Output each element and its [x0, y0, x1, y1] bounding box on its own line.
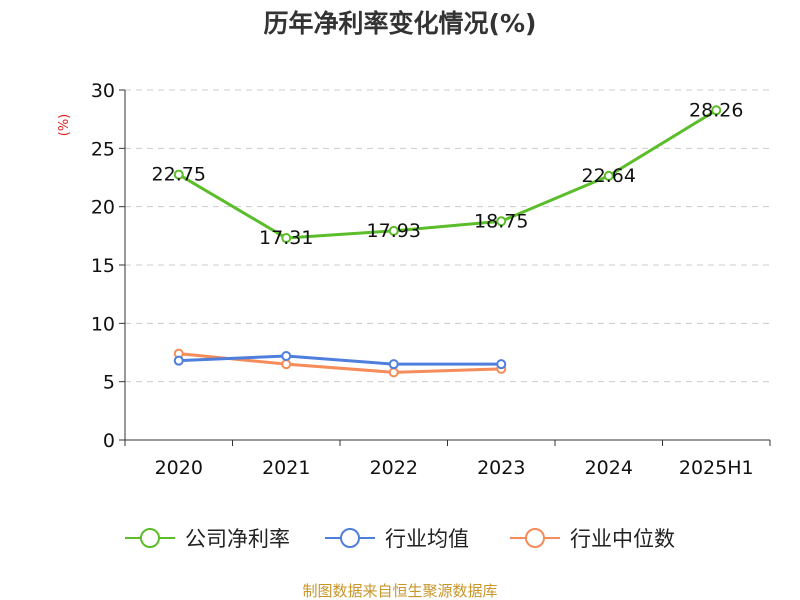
x-tick-label-2024: 2024 — [585, 457, 633, 479]
data-point-0-0 — [173, 169, 184, 180]
y-axis-unit-label: (%) — [57, 114, 72, 137]
axis-layer: 0 5 10 15 20 25 30 2020 2021 2022 2023 2024 2025H1 — [91, 80, 771, 479]
x-tick-label-2021: 2021 — [262, 457, 310, 479]
legend-label-0: 公司净利率 — [185, 527, 290, 551]
series-line-1 — [178, 354, 502, 366]
series-line-0 — [177, 109, 718, 240]
legend-swatch-marker-2 — [525, 528, 545, 548]
chart-title: 历年净利率变化情况(%) — [264, 9, 537, 38]
data-point-1-1 — [281, 351, 292, 361]
series-1 — [173, 351, 507, 370]
data-point-0-2 — [388, 225, 399, 236]
y-tick-label-5: 5 — [103, 372, 115, 394]
data-point-2-2 — [388, 367, 399, 378]
data-label-0-2: 17.93 — [367, 220, 421, 242]
data-label-0-0: 22.75 — [152, 164, 206, 186]
legend-item-0[interactable]: 公司净利率 — [125, 527, 290, 551]
data-point-0-3 — [496, 216, 507, 227]
x-tick-label-2022: 2022 — [370, 457, 418, 479]
source-note: 制图数据来自恒生聚源数据库 — [302, 582, 497, 600]
legend-swatch-marker-1 — [340, 528, 360, 548]
y-tick-label-15: 15 — [91, 255, 115, 277]
data-point-0-4 — [603, 170, 614, 181]
series-layer — [173, 105, 722, 378]
data-point-0-5 — [711, 105, 722, 116]
data-point-2-1 — [281, 359, 292, 370]
grid-layer — [125, 89, 770, 383]
y-tick-label-30: 30 — [91, 80, 115, 102]
data-point-1-3 — [496, 359, 507, 370]
legend-item-1[interactable]: 行业均值 — [325, 527, 469, 551]
data-point-1-2 — [388, 359, 399, 370]
y-tick-label-10: 10 — [91, 313, 115, 335]
x-tick-label-2025H1: 2025H1 — [679, 457, 754, 479]
y-tick-label-20: 20 — [91, 197, 115, 219]
series-0 — [173, 105, 722, 244]
legend-label-2: 行业中位数 — [570, 527, 675, 551]
legend-label-1: 行业均值 — [385, 527, 469, 551]
legend: 公司净利率 行业均值 行业中位数 — [125, 527, 675, 551]
data-point-0-1 — [281, 233, 292, 244]
y-tick-label-0: 0 — [103, 430, 115, 452]
x-tick-label-2020: 2020 — [155, 457, 203, 479]
data-point-1-0 — [173, 355, 184, 366]
data-label-0-5: 28.26 — [689, 99, 743, 121]
legend-swatch-marker-0 — [140, 528, 160, 548]
y-tick-label-25: 25 — [91, 138, 115, 160]
x-tick-label-2023: 2023 — [477, 457, 525, 479]
data-label-0-4: 22.64 — [582, 165, 636, 187]
data-label-layer: 22.75 17.31 17.93 18.75 22.64 28.26 — [152, 99, 744, 249]
legend-item-2[interactable]: 行业中位数 — [510, 527, 675, 551]
data-label-0-3: 18.75 — [474, 210, 528, 232]
data-label-0-1: 17.31 — [259, 227, 313, 249]
